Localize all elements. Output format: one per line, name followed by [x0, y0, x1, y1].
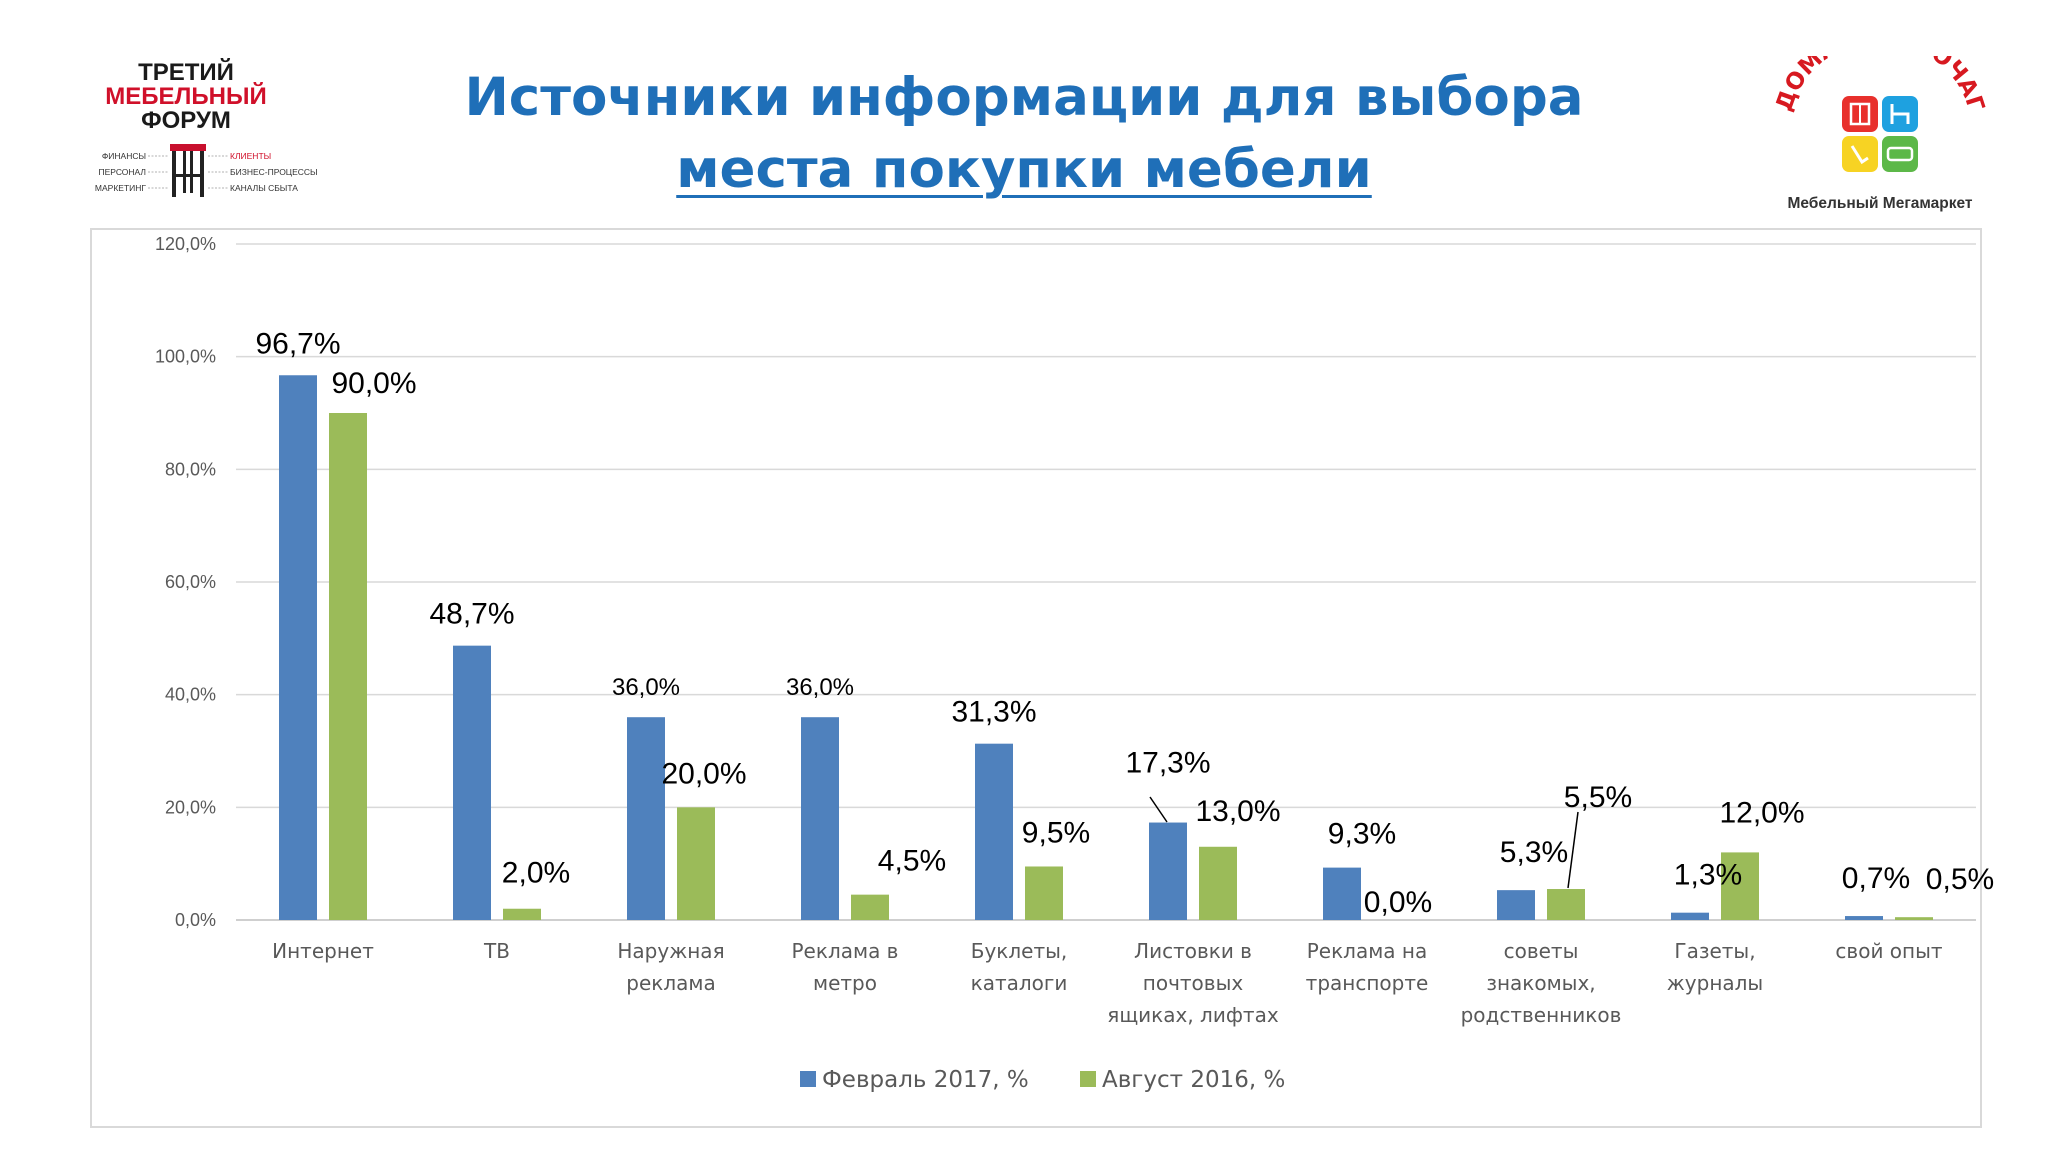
title-line-2: места покупки мебели: [676, 139, 1372, 200]
page-title: Источники информации для выбора места по…: [0, 62, 2048, 206]
y-tick-label: 80,0%: [165, 459, 216, 479]
x-category-label: Интернет: [272, 939, 374, 963]
data-label: 4,5%: [878, 845, 946, 878]
bar-aug2016: [851, 894, 889, 920]
bar-feb2017: [279, 375, 317, 920]
bar-feb2017: [627, 717, 665, 920]
forum-logo-right-1: КЛИЕНТЫ: [230, 151, 271, 161]
legend-swatch: [1080, 1071, 1096, 1087]
forum-logo-line2: МЕБЕЛЬНЫЙ: [105, 82, 266, 110]
data-label: 9,5%: [1022, 816, 1090, 849]
grid-lines: [236, 243, 1976, 921]
y-tick-label: 40,0%: [165, 685, 216, 705]
data-label: 0,5%: [1926, 863, 1994, 896]
bar-feb2017: [975, 743, 1013, 920]
forum-logo-left-1: ФИНАНСЫ: [102, 151, 146, 161]
data-label: 31,3%: [951, 696, 1036, 729]
legend-label: Август 2016, %: [1102, 1067, 1285, 1093]
x-category-label: советы знакомых, родственников: [1461, 939, 1622, 1027]
forum-logo-left-2: ПЕРСОНАЛ: [99, 167, 147, 177]
bar-feb2017: [453, 645, 491, 920]
data-label: 0,0%: [1364, 886, 1432, 919]
x-category-label: Листовки в почтовых ящиках, лифтах: [1107, 939, 1279, 1027]
data-label: 9,3%: [1328, 818, 1396, 851]
forum-logo-line3: ФОРУМ: [141, 107, 231, 134]
y-tick-label: 100,0%: [155, 347, 216, 367]
data-label: 17,3%: [1125, 747, 1210, 780]
x-category-label: Газеты, журналы: [1667, 939, 1763, 995]
legend-label: Февраль 2017, %: [822, 1067, 1029, 1093]
bar-aug2016: [1721, 852, 1759, 920]
data-label: 2,0%: [502, 857, 570, 890]
legend-swatch: [800, 1071, 816, 1087]
bar-aug2016: [677, 807, 715, 920]
bars: [279, 375, 1933, 920]
forum-logo-right-3: КАНАЛЫ СБЫТА: [230, 183, 298, 193]
data-labels: 96,7% 90,0% 48,7% 2,0% 36,0% 20,0% 36,0% 4,5% 31…: [255, 327, 1994, 919]
x-axis-categories: Интернет ТВ Наружная реклама Реклама в метро Б…: [272, 939, 1943, 1027]
data-label: 12,0%: [1719, 796, 1804, 829]
bar-aug2016: [329, 413, 367, 920]
data-label: 36,0%: [612, 674, 680, 701]
forum-logo-line1: ТРЕТИЙ: [138, 58, 234, 86]
forum-logo-left-3: МАРКЕТИНГ: [95, 183, 146, 193]
bar-feb2017: [1149, 822, 1187, 920]
y-axis-ticks: 0,0% 20,0% 40,0% 60,0% 80,0% 100,0% 120,0%: [155, 234, 216, 930]
x-category-label: Буклеты, каталоги: [971, 939, 1068, 995]
forum-logo: ТРЕТИЙ МЕБЕЛЬНЫЙ ФОРУМ ФИНАНСЫ ПЕРСОНАЛ …: [95, 58, 318, 197]
store-logo-tiles: [1842, 96, 1918, 172]
bar-aug2016: [1199, 846, 1237, 920]
bar-aug2016: [503, 908, 541, 920]
data-label: 90,0%: [331, 367, 416, 400]
data-label: 36,0%: [786, 674, 854, 701]
store-logo: ДОМАШНИЙ ОЧАГ Мебельный Мегамаркет: [1771, 56, 1989, 212]
data-label: 5,5%: [1564, 781, 1632, 814]
leader-line: [1149, 796, 1168, 823]
leader-line: [1567, 811, 1579, 889]
bar-aug2016: [1547, 889, 1585, 920]
bar-aug2016: [1025, 866, 1063, 920]
y-tick-label: 20,0%: [165, 797, 216, 817]
data-label: 5,3%: [1500, 836, 1568, 869]
title-line-1: Источники информации для выбора: [464, 67, 1584, 128]
data-label: 96,7%: [255, 327, 340, 360]
legend: Февраль 2017, % Август 2016, %: [800, 1067, 1285, 1093]
y-tick-label: 0,0%: [175, 910, 216, 930]
y-tick-label: 120,0%: [155, 234, 216, 254]
x-category-label: Наружная реклама: [617, 939, 724, 995]
bar-feb2017: [801, 717, 839, 920]
y-tick-label: 60,0%: [165, 572, 216, 592]
chart-frame: [90, 228, 1982, 1128]
bar-feb2017: [1497, 890, 1535, 920]
bar-feb2017: [1323, 867, 1361, 920]
stool-icon: [170, 144, 206, 197]
bar-aug2016: [1895, 917, 1933, 920]
x-category-label: ТВ: [483, 939, 510, 963]
data-label: 48,7%: [429, 598, 514, 631]
x-category-label: свой опыт: [1835, 939, 1942, 963]
x-category-label: Реклама в метро: [792, 939, 899, 995]
data-label: 20,0%: [661, 757, 746, 790]
data-label: 13,0%: [1195, 795, 1280, 828]
x-category-label: Реклама на транспорте: [1306, 939, 1429, 995]
store-logo-tagline: Мебельный Мегамаркет: [1787, 195, 1972, 212]
bar-feb2017: [1845, 916, 1883, 920]
bar-feb2017: [1671, 912, 1709, 920]
forum-logo-right-2: БИЗНЕС-ПРОЦЕССЫ: [230, 167, 318, 177]
data-label: 0,7%: [1842, 862, 1910, 895]
data-label: 1,3%: [1674, 859, 1742, 892]
